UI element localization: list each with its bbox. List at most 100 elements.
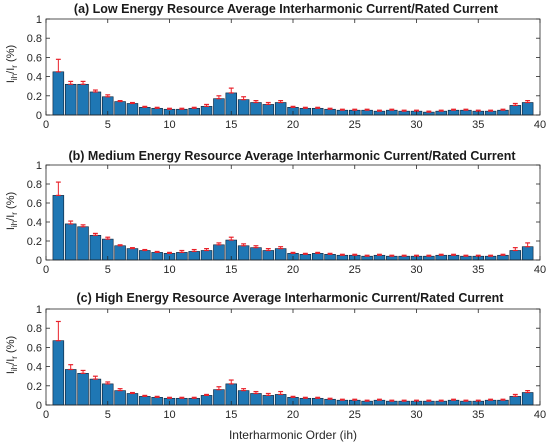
panel-b-xtick-label: 25 (349, 264, 361, 276)
panel-c-bar (237, 390, 250, 406)
panel-b-bar (497, 254, 509, 261)
panel-b-bar (114, 245, 126, 261)
panel-a-bar (336, 109, 349, 116)
panel-a-xtick-label: 15 (225, 119, 237, 131)
panel-a-bar (52, 71, 65, 116)
panel-c-xtick-label: 20 (287, 409, 299, 421)
panel-b-bar (299, 254, 312, 261)
panel-a-bar (188, 107, 200, 116)
panel-a-bar (509, 105, 522, 116)
panel-c-ytick-label: 0.4 (27, 362, 42, 374)
panel-c-bar (336, 399, 349, 406)
panel-b-bar (336, 254, 349, 261)
panel-a-ytick-label: 0.6 (27, 52, 42, 64)
panel-a-bar (386, 109, 398, 116)
panel-c-bar (89, 378, 102, 406)
panel-c-bar (126, 393, 139, 406)
panel-a-bar (460, 109, 472, 116)
panel-b-bar (64, 223, 77, 261)
panel-c-xtick-label: 35 (472, 409, 484, 421)
panel-c-ytick-label: 0.8 (27, 323, 42, 335)
panel-c-bar (497, 399, 509, 406)
panel-b-bar (126, 248, 139, 261)
panel-c-bar (213, 389, 225, 406)
panel-c-xtick-label: 40 (534, 409, 546, 421)
panel-a-bar (213, 98, 225, 116)
panel-a-bar (176, 108, 188, 116)
panel-a-bar (139, 107, 151, 116)
panel-c-ytick-label: 0 (36, 400, 42, 412)
panel-b-bar (237, 245, 250, 261)
panel-c-ytick-label: 1 (36, 304, 42, 316)
panel-b-bar (89, 235, 102, 261)
panel-b-bar (447, 254, 460, 261)
panel-a-bar (77, 83, 89, 116)
panel-a-xtick-label: 35 (472, 119, 484, 131)
panel-b-title: (b) Medium Energy Resource Average Inter… (68, 149, 516, 163)
panel-c-bar (373, 399, 386, 406)
panel-c-bar (274, 394, 287, 406)
panel-b-ytick-label: 0.4 (27, 217, 42, 229)
panel-a-bar (126, 103, 139, 116)
panel-a-xtick-label: 0 (43, 119, 49, 131)
panel-b-ytick-label: 0.8 (27, 179, 42, 191)
panel-c-ytick-label: 0.6 (27, 342, 42, 354)
panel-c-bar (521, 392, 534, 406)
panel-b-bar (213, 244, 225, 261)
panel-a-bar (151, 107, 163, 116)
panel-b-bar (435, 254, 447, 261)
x-axis-label: Interharmonic Order (ih) (229, 428, 357, 442)
panel-c-bar (250, 393, 262, 406)
panel-b-bar (274, 248, 287, 261)
panel-a-bar (497, 109, 509, 116)
panel-b-xtick-label: 30 (410, 264, 422, 276)
panel-b-bar (151, 252, 163, 261)
panel-b: (b) Medium Energy Resource Average Inter… (5, 149, 546, 276)
panel-a-bar (237, 99, 250, 116)
panel-a-xtick-label: 5 (105, 119, 111, 131)
panel-a-ytick-label: 0.2 (27, 91, 42, 103)
panel-a-bar (521, 102, 534, 116)
panel-c-bar (299, 397, 312, 406)
panel-c-xtick-label: 30 (410, 409, 422, 421)
panel-c-ylabel: Iih/Ir (%) (5, 336, 19, 374)
panel-c-xtick-label: 25 (349, 409, 361, 421)
panel-b-bar (176, 252, 188, 261)
panel-a-bar (89, 91, 102, 116)
panel-b-bar (521, 246, 534, 261)
panel-c-bar (176, 397, 188, 406)
panel-b-ytick-label: 0.2 (27, 236, 42, 248)
panel-a-bar (250, 102, 262, 116)
panel-b-xtick-label: 15 (225, 264, 237, 276)
panel-c-bar (77, 373, 89, 406)
panel-a-xtick-label: 30 (410, 119, 422, 131)
panel-a-xtick-label: 40 (534, 119, 546, 131)
panel-a-ytick-label: 0.8 (27, 33, 42, 45)
panel-b-ytick-label: 0.6 (27, 198, 42, 210)
panel-c-bar (447, 399, 460, 406)
panel-b-xtick-label: 10 (163, 264, 175, 276)
panel-c-bar (324, 398, 336, 406)
panel-b-ytick-label: 0 (36, 255, 42, 267)
panel-b-bar (77, 226, 89, 261)
panel-c-xtick-label: 10 (163, 409, 175, 421)
panel-b-xtick-label: 40 (534, 264, 546, 276)
panel-c-ytick-label: 0.2 (27, 381, 42, 393)
panel-c-bar (484, 399, 497, 406)
panel-c-bar (188, 397, 200, 406)
panel-a-bar (311, 107, 324, 116)
panel-b-xtick-label: 5 (105, 264, 111, 276)
panel-a-bar (274, 102, 287, 116)
panel-b-xtick-label: 20 (287, 264, 299, 276)
panel-a-ytick-label: 1 (36, 14, 42, 26)
panel-a-ytick-label: 0 (36, 110, 42, 122)
panel-c: (c) High Energy Resource Average Interha… (5, 291, 546, 442)
panel-a-bar (200, 106, 213, 116)
panel-a-bar (299, 107, 312, 116)
panel-a-ytick-label: 0.4 (27, 72, 42, 84)
panel-b-xtick-label: 35 (472, 264, 484, 276)
panel-b-bar (262, 250, 275, 261)
panel-b-ytick-label: 1 (36, 160, 42, 172)
panel-c-title: (c) High Energy Resource Average Interha… (77, 291, 505, 305)
